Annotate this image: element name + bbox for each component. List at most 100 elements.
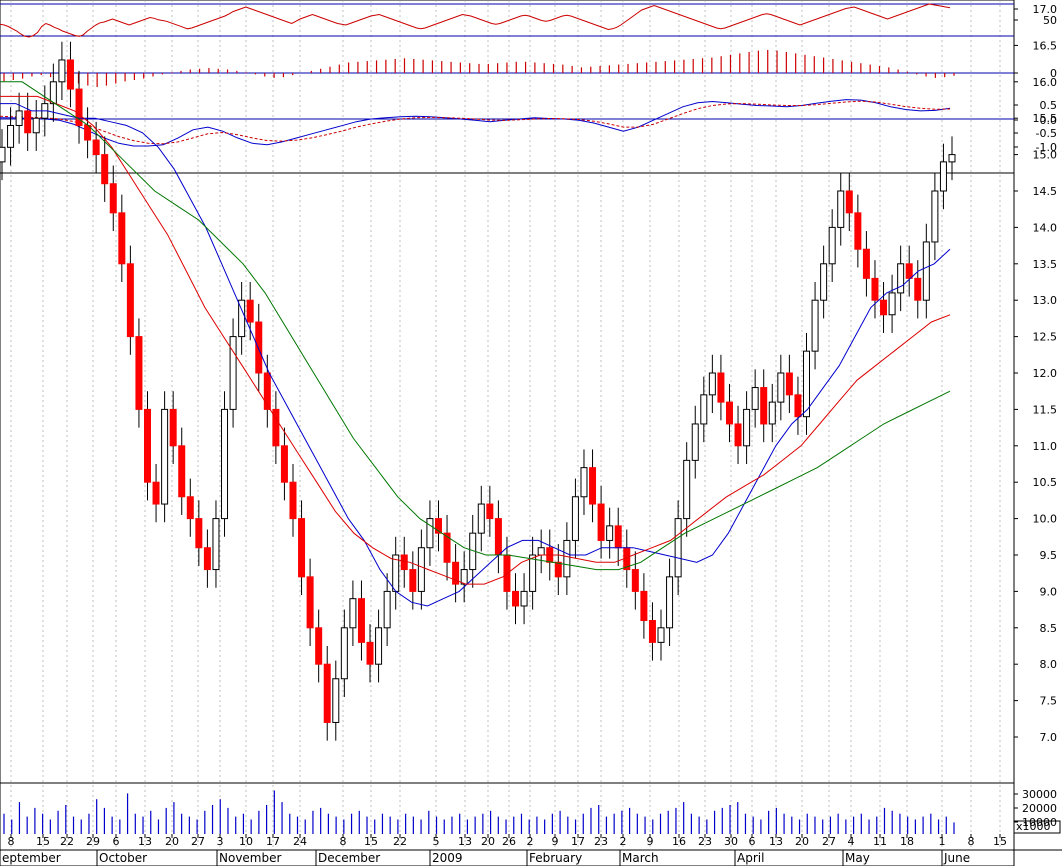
candle-up [212, 518, 220, 571]
price-tick-label: 13.0 [1033, 294, 1058, 307]
candle-down [760, 387, 768, 425]
candle-up [939, 161, 947, 192]
price-tick-label: 7.5 [1040, 695, 1058, 708]
y-axis-labels: 5000.50.0-0.5-1.017.517.016.516.015.515.… [1014, 3, 1058, 829]
price-tick-label: 10.5 [1033, 476, 1058, 489]
candle-up [700, 394, 708, 425]
candle-down [794, 394, 802, 418]
volume-tick-label: 20000 [1022, 802, 1057, 815]
month-label: April [737, 851, 764, 865]
candle-down [315, 627, 323, 665]
day-tick-label: 11 [873, 835, 887, 848]
candle-up [529, 554, 537, 592]
candle-up [0, 146, 6, 163]
month-label: May [845, 851, 870, 865]
price-tick-label: 8.5 [1040, 622, 1058, 635]
candle-down [554, 561, 562, 578]
candle-up [828, 226, 836, 265]
ma-long-line [0, 81, 951, 571]
price-tick-label: 12.5 [1033, 331, 1058, 344]
candle-down [631, 569, 639, 592]
candle-up [161, 408, 169, 505]
candle-down [186, 496, 194, 520]
candle-up [49, 81, 57, 105]
candle-up [768, 401, 776, 425]
candle-up [888, 292, 896, 316]
candle-up [580, 467, 588, 498]
day-tick-label: 16 [672, 835, 686, 848]
day-tick-label: 26 [502, 835, 516, 848]
candle-down [725, 401, 733, 425]
candle-down [905, 263, 913, 279]
candle-up [417, 547, 425, 592]
day-tick-label: 30 [724, 835, 738, 848]
ma-short-line [0, 103, 951, 607]
candle-up [606, 525, 614, 541]
candle-down [914, 277, 922, 301]
month-label: March [622, 851, 659, 865]
candle-down [75, 88, 83, 126]
candle-up [537, 547, 545, 556]
candle-up [563, 539, 571, 578]
day-tick-label: 3 [217, 835, 224, 848]
candle-down [845, 190, 853, 214]
day-tick-label: 15 [364, 835, 378, 848]
candle-down [143, 408, 151, 483]
candle-down [126, 263, 134, 338]
candle-down [195, 518, 203, 549]
momentum-panel [0, 49, 1014, 87]
candle-down [135, 336, 143, 410]
day-tick-label: 6 [113, 835, 120, 848]
candle-down [614, 525, 622, 549]
volume-tick-label: 30000 [1022, 788, 1057, 801]
candle-up [221, 408, 229, 520]
rsi-panel [0, 3, 1014, 38]
day-tick-label: 23 [698, 835, 712, 848]
price-tick-label: 9.0 [1040, 585, 1058, 598]
ma-mid-line [0, 95, 951, 585]
candle-up [674, 518, 682, 578]
day-tick-label: 8 [8, 835, 15, 848]
day-tick-label: 24 [293, 835, 307, 848]
candle-up [948, 154, 956, 163]
candle-down [306, 576, 314, 629]
momentum-tick-label: 0 [1050, 67, 1057, 80]
price-tick-label: 15.0 [1033, 149, 1058, 162]
day-tick-label: 20 [165, 835, 179, 848]
month-label: eptember [2, 851, 61, 865]
candle-down [589, 467, 597, 505]
candle-down [400, 554, 408, 571]
x-axis-labels: 8 15 22 29 6 13 20 27 3 10 17 24 8 15 22 5 13 20 26 2 9 17 23 2… [0, 834, 1007, 866]
macd-tick-label: -0.5 [1036, 127, 1057, 140]
month-label: June [943, 851, 970, 865]
macd-tick-label: 0.0 [1040, 114, 1058, 127]
day-tick-label: 2 [527, 835, 534, 848]
candle-up [571, 496, 579, 541]
candle-down [263, 372, 271, 410]
month-label: December [318, 851, 380, 865]
day-tick-label: 9 [647, 835, 654, 848]
price-tick-label: 14.5 [1033, 185, 1058, 198]
candle-up [922, 241, 930, 301]
candle-down [169, 408, 177, 447]
candle-down [785, 372, 793, 396]
day-tick-label: 22 [393, 835, 407, 848]
day-tick-label: 20 [481, 835, 495, 848]
macd-panel [0, 99, 1014, 147]
candle-up [743, 408, 751, 447]
volume-panel: x1000 [3, 790, 1061, 834]
candle-down [366, 641, 374, 665]
candle-down [443, 532, 451, 563]
candle-down [452, 561, 460, 585]
price-tick-label: 11.5 [1033, 403, 1058, 416]
candle-up [332, 678, 340, 723]
price-tick-label: 8.0 [1040, 658, 1058, 671]
candle-up [375, 627, 383, 665]
candle-down [880, 299, 888, 316]
candle-down [246, 299, 254, 323]
day-tick-label: 4 [848, 835, 855, 848]
candle-up [7, 124, 15, 148]
day-tick-label: 8 [340, 835, 347, 848]
